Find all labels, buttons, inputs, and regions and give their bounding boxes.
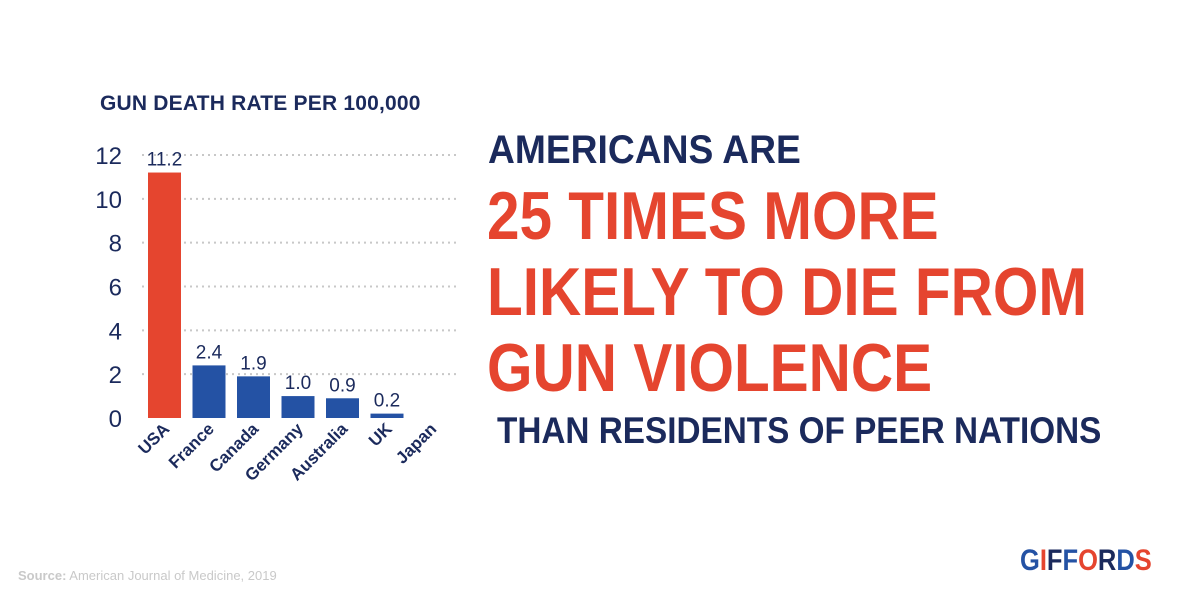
y-tick-label: 8: [109, 231, 122, 258]
source-label: Source:: [18, 568, 67, 583]
headline-main: 25 TIMES MORE LIKELY TO DIE FROM GUN VIO…: [487, 178, 1087, 406]
bar-germany: [281, 396, 315, 418]
bar-canada: [237, 376, 270, 418]
value-label: 1.0: [285, 373, 311, 394]
chart-title: GUN DEATH RATE PER 100,000: [100, 92, 421, 115]
source-note: Source: American Journal of Medicine, 20…: [18, 568, 277, 583]
giffords-logo: GIFFORDS: [1020, 544, 1152, 578]
bar-france: [192, 365, 226, 418]
logo-letter: I: [1039, 544, 1047, 577]
value-label: 0.2: [374, 391, 400, 412]
bar-australia: [326, 398, 359, 418]
headline-main-line: GUN VIOLENCE: [487, 330, 933, 406]
headline-intro: AMERICANS ARE: [488, 128, 801, 172]
logo-letter: S: [1134, 544, 1152, 577]
headline-main-line: LIKELY TO DIE FROM: [487, 254, 1088, 330]
y-tick-label: 12: [95, 143, 122, 170]
y-tick-label: 4: [109, 318, 122, 345]
y-tick-label: 6: [109, 275, 122, 302]
x-tick-label: Japan: [392, 419, 440, 467]
y-tick-label: 0: [109, 406, 122, 433]
x-tick-label: USA: [135, 419, 174, 458]
headline-conclusion: THAN RESIDENTS OF PEER NATIONS: [497, 410, 1102, 451]
value-label: 0.9: [329, 375, 355, 396]
logo-letter: F: [1062, 544, 1079, 577]
gridlines: [142, 154, 460, 376]
y-tick-label: 2: [109, 362, 122, 389]
bar-usa: [148, 172, 181, 418]
value-label: 2.4: [196, 342, 223, 363]
value-label: 1.9: [240, 353, 266, 374]
x-tick-label: UK: [365, 419, 396, 450]
logo-letter: D: [1116, 544, 1135, 577]
logo-letter: R: [1097, 544, 1117, 577]
logo-letter: O: [1078, 544, 1098, 577]
y-axis-ticks: 0 2 4 6 8 10 12: [95, 143, 122, 433]
bar-uk: [370, 413, 404, 418]
source-text: American Journal of Medicine, 2019: [66, 568, 277, 583]
logo-letter: F: [1046, 544, 1063, 577]
bars: [148, 172, 404, 418]
value-labels: 11.2 2.4 1.9 1.0 0.9 0.2: [147, 150, 401, 412]
y-tick-label: 10: [95, 187, 122, 214]
value-label: 11.2: [147, 150, 183, 171]
headline-main-line: 25 TIMES MORE: [487, 178, 939, 254]
bar-chart: 0 2 4 6 8 10 12 11.2 2.4 1.9 1.0 0.9 0.2 USAFranceC…: [95, 143, 460, 485]
logo-letter: G: [1020, 544, 1040, 577]
